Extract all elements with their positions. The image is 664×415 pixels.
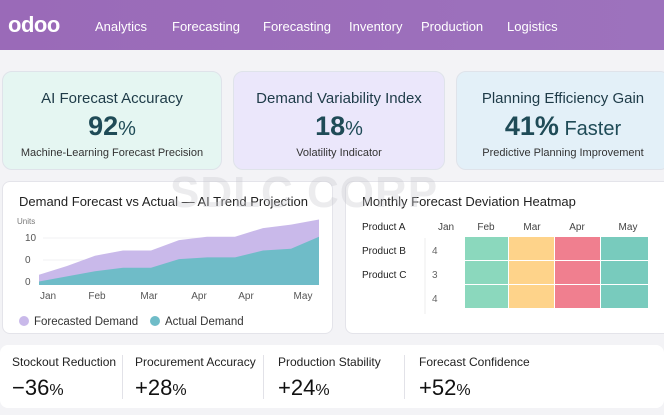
column-label: Jan bbox=[438, 222, 454, 233]
nav-forecasting-2[interactable]: Forecasting bbox=[263, 19, 331, 34]
kpi-title: AI Forecast Accuracy bbox=[41, 90, 183, 107]
y-tick-label: 10 bbox=[25, 233, 37, 244]
x-tick-label: Apr bbox=[191, 291, 207, 302]
chart-title: Demand Forecast vs Actual — AI Trend Pro… bbox=[19, 194, 309, 209]
nav-logistics[interactable]: Logistics bbox=[507, 19, 558, 34]
column-label: Apr bbox=[569, 222, 585, 233]
watermark: SDLC CORP bbox=[170, 168, 439, 217]
heatmap-cell bbox=[465, 285, 508, 308]
kpi-subtitle: Machine-Learning Forecast Precision bbox=[20, 147, 204, 159]
nav-inventory[interactable]: Inventory bbox=[349, 19, 403, 34]
x-tick-label: Feb bbox=[88, 291, 106, 302]
heatmap-cell bbox=[555, 261, 600, 284]
x-tick-label: Jan bbox=[40, 291, 56, 302]
cell-value: 3 bbox=[432, 270, 438, 281]
divider bbox=[404, 355, 405, 399]
legend-swatch bbox=[150, 316, 160, 326]
kpi-value: 41% Faster bbox=[504, 111, 622, 141]
x-tick-label: May bbox=[294, 291, 313, 302]
row-label: Product A bbox=[362, 222, 406, 233]
stat-procurement: Procurement Accuracy +28% bbox=[135, 355, 256, 400]
stat-stockout: Stockout Reduction −36% bbox=[12, 355, 117, 400]
y-axis-label: Units bbox=[17, 217, 35, 226]
top-nav: odoo Analytics Forecasting Forecasting I… bbox=[0, 0, 664, 50]
kpi-title: Demand Variability Index bbox=[256, 90, 422, 107]
legend-swatch bbox=[19, 316, 29, 326]
x-tick-label: Apr bbox=[238, 291, 254, 302]
heatmap-cell bbox=[509, 285, 554, 308]
column-label: Mar bbox=[523, 222, 541, 233]
kpi-ai-forecast-accuracy: AI Forecast Accuracy 92% Machine-Learnin… bbox=[2, 71, 222, 170]
stat-forecast-confidence: Forecast Confidence +52% bbox=[419, 355, 530, 400]
kpi-value: 92% bbox=[88, 111, 136, 141]
divider bbox=[263, 355, 264, 399]
y-tick-label: 0 bbox=[25, 255, 31, 266]
kpi-value: 18% bbox=[315, 111, 363, 141]
heatmap-cell bbox=[555, 285, 600, 308]
kpi-demand-variability: Demand Variability Index 18% Volatility … bbox=[233, 71, 445, 170]
heatmap-cell bbox=[601, 261, 648, 284]
divider bbox=[122, 355, 123, 399]
nav-analytics[interactable]: Analytics bbox=[95, 19, 148, 34]
heatmap-cell bbox=[555, 237, 600, 260]
heatmap-cell bbox=[601, 285, 648, 308]
column-label: May bbox=[619, 222, 638, 233]
heatmap: Product A Product B Product C Jan Feb Mar Apr M… bbox=[362, 222, 648, 314]
legend-label: Actual Demand bbox=[165, 316, 244, 328]
stats-bar: Stockout Reduction −36% Procurement Accur… bbox=[0, 345, 664, 408]
heatmap-cell bbox=[509, 261, 554, 284]
stat-production: Production Stability +24% bbox=[278, 355, 381, 400]
heatmap-title: Monthly Forecast Deviation Heatmap bbox=[362, 194, 576, 209]
nav-forecasting[interactable]: Forecasting bbox=[172, 19, 240, 34]
legend-label: Forecasted Demand bbox=[34, 316, 138, 328]
kpi-title: Planning Efficiency Gain bbox=[481, 90, 645, 107]
demand-chart-panel: Demand Forecast vs Actual — AI Trend Pro… bbox=[2, 181, 333, 334]
kpi-planning-efficiency: Planning Efficiency Gain 41% Faster Pred… bbox=[456, 71, 664, 170]
heatmap-panel: Monthly Forecast Deviation Heatmap Produ… bbox=[345, 181, 664, 334]
kpi-subtitle: Volatility Indicator bbox=[296, 147, 382, 159]
odoo-logo[interactable]: odoo bbox=[8, 12, 60, 37]
heatmap-cell bbox=[465, 261, 508, 284]
x-tick-label: Mar bbox=[140, 291, 158, 302]
heatmap-cell bbox=[465, 237, 508, 260]
kpi-subtitle: Predictive Planning Improvement bbox=[482, 147, 644, 159]
column-label: Feb bbox=[477, 222, 495, 233]
heatmap-cell bbox=[601, 237, 648, 260]
cell-value: 4 bbox=[432, 294, 438, 305]
y-tick-label: 0 bbox=[25, 277, 31, 288]
row-label: Product B bbox=[362, 246, 406, 257]
area-chart: Units 0 0 10 Jan Feb Mar Apr Apr May Forecasted De… bbox=[17, 217, 319, 328]
row-label: Product C bbox=[362, 270, 406, 281]
nav-production[interactable]: Production bbox=[421, 19, 484, 34]
cell-value: 4 bbox=[432, 246, 438, 257]
area-actual-demand bbox=[39, 236, 319, 285]
heatmap-cell bbox=[509, 237, 554, 260]
